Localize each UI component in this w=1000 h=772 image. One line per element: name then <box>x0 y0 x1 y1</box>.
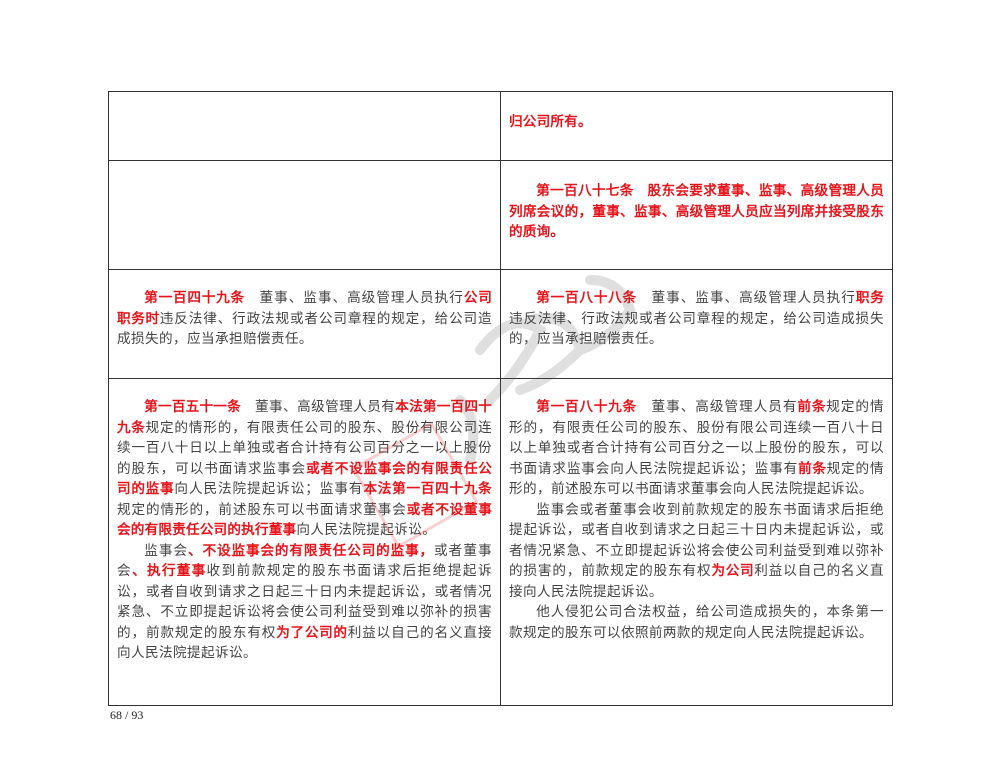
table-row: 第一百四十九条 董事、监事、高级管理人员执行公司职务时违反法律、行政法规或者公司… <box>108 269 893 379</box>
body-text: 他人侵犯公司合法权益，给公司造成损失的，本条第一款规定的股东可以依照前两款的规定… <box>509 604 884 641</box>
paragraph: 第一百八十八条 董事、监事、高级管理人员执行职务违反法律、行政法规或者公司章程的… <box>509 288 884 350</box>
highlighted-text: 、不设监事会的有限责任公司的监事， <box>188 542 435 559</box>
paragraph: 监事会、不设监事会的有限责任公司的监事，或者董事会、执行董事收到前款规定的股东书… <box>117 541 492 664</box>
paragraph: 他人侵犯公司合法权益，给公司造成损失的，本条第一款规定的股东可以依照前两款的规定… <box>509 602 884 643</box>
body-text: 利益以自己的名义直接向人民法院提起诉讼。 <box>509 563 884 600</box>
body-text: 向人民法院提起诉讼。 <box>296 522 437 538</box>
body-text: 监事会或者董事会收到前款规定的股东书面请求后拒绝提起诉讼，或者自收到请求之日起三… <box>509 501 884 580</box>
body-text: 违反法律、行政法规或者公司章程的规定，给公司造成损失的，应当承担赔偿责任。 <box>117 310 492 348</box>
body-text: 监事会 <box>144 542 189 559</box>
paragraph: 第一百八十七条 股东会要求董事、监事、高级管理人员列席会议的，董事、监事、高级管… <box>509 181 884 243</box>
highlighted-text: 或者不设董事会的有限责任公司的执行董事 <box>117 501 492 539</box>
body-text: 规定的情形的，有限责任公司的股东、股份有限公司连续一百八十日以上单独或者合计持有… <box>117 419 492 477</box>
page-number: 68 / 93 <box>110 708 144 722</box>
highlighted-text: 本法第一百四十九条 <box>117 399 492 436</box>
paragraph: 第一百八十九条 董事、高级管理人员有前条规定的情形的，有限责任公司的股东、股份有… <box>509 397 884 500</box>
left-cell: 第一百四十九条 董事、监事、高级管理人员执行公司职务时违反法律、行政法规或者公司… <box>108 269 501 379</box>
body-text: 收到前款规定的股东书面请求后拒绝提起诉讼，或者自收到请求之日起三十日内未提起诉讼… <box>117 563 493 641</box>
body-text: 或者董事会 <box>117 542 492 580</box>
body-text: 规定的情形的，有限责任公司的股东、股份有限公司连续一百八十日以上单独或者合计持有… <box>509 399 885 477</box>
highlighted-text: 第一百五十一条 <box>144 399 241 415</box>
table-row: 第一百八十七条 股东会要求董事、监事、高级管理人员列席会议的，董事、监事、高级管… <box>108 160 893 270</box>
highlighted-text: 前条 <box>798 460 827 477</box>
table-row: 第一百五十一条 董事、高级管理人员有本法第一百四十九条规定的情形的，有限责任公司… <box>108 378 893 706</box>
right-cell: 第一百八十七条 股东会要求董事、监事、高级管理人员列席会议的，董事、监事、高级管… <box>500 160 893 270</box>
right-cell: 第一百八十八条 董事、监事、高级管理人员执行职务违反法律、行政法规或者公司章程的… <box>500 269 893 379</box>
body-text: 董事、高级管理人员有 <box>240 399 396 415</box>
body-text: 利益以自己的名义直接向人民法院提起诉讼。 <box>117 624 493 662</box>
highlighted-text: 、执行董事 <box>132 563 207 579</box>
paragraph: 监事会或者董事会收到前款规定的股东书面请求后拒绝提起诉讼，或者自收到请求之日起三… <box>509 500 884 603</box>
highlighted-text: 为了公司的 <box>276 624 348 641</box>
left-cell <box>108 160 501 270</box>
right-cell: 第一百八十九条 董事、高级管理人员有前条规定的情形的，有限责任公司的股东、股份有… <box>500 378 893 706</box>
left-cell: 第一百五十一条 董事、高级管理人员有本法第一百四十九条规定的情形的，有限责任公司… <box>108 378 501 706</box>
highlighted-text: 为公司 <box>711 563 755 579</box>
paragraph: 第一百五十一条 董事、高级管理人员有本法第一百四十九条规定的情形的，有限责任公司… <box>117 397 492 541</box>
highlighted-text: 或者不设监事会的有限责任公司的监事 <box>117 460 492 498</box>
highlighted-text: 职务 <box>855 290 884 306</box>
highlighted-text: 第一百八十七条 股东会要求董事、监事、高级管理人员列席会议的，董事、监事、高级管… <box>509 183 884 240</box>
comparison-table: 归公司所有。第一百八十七条 股东会要求董事、监事、高级管理人员列席会议的，董事、… <box>108 91 893 706</box>
highlighted-text: 前条 <box>797 399 827 415</box>
paragraph: 第一百四十九条 董事、监事、高级管理人员执行公司职务时违反法律、行政法规或者公司… <box>117 288 492 350</box>
body-text: 规定的情形的，前述股东可以书面请求董事会向人民法院提起诉讼。 <box>509 460 885 498</box>
body-text: 规定的情形的，前述股东可以书面请求董事会 <box>117 501 407 518</box>
highlighted-text: 第一百四十九条 <box>144 290 245 306</box>
highlighted-text: 归公司所有。 <box>509 114 592 130</box>
highlighted-text: 本法第一百四十九条 <box>363 481 492 497</box>
right-cell: 归公司所有。 <box>500 91 893 161</box>
table-row: 归公司所有。 <box>108 91 893 161</box>
paragraph: 归公司所有。 <box>509 112 884 133</box>
highlighted-text: 第一百八十八条 <box>536 290 637 306</box>
body-text: 董事、监事、高级管理人员执行 <box>636 290 856 306</box>
body-text: 违反法律、行政法规或者公司章程的规定，给公司造成损失的，应当承担赔偿责任。 <box>509 310 884 348</box>
left-cell <box>108 91 501 161</box>
body-text: 董事、监事、高级管理人员执行 <box>244 290 464 306</box>
body-text: 向人民法院提起诉讼；监事有 <box>174 481 364 497</box>
highlighted-text: 公司职务时 <box>117 290 492 327</box>
body-text: 董事、高级管理人员有 <box>636 399 798 415</box>
highlighted-text: 第一百八十九条 <box>536 399 637 415</box>
